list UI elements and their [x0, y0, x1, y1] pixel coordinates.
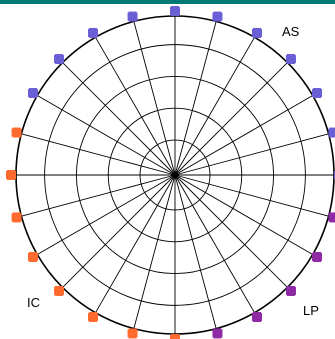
dial-grid	[15, 15, 335, 335]
dial-spoke	[174, 174, 288, 288]
dial-spoke	[174, 174, 313, 255]
dial-ring	[44, 44, 306, 306]
dial-spoke	[174, 133, 329, 176]
marker-ic	[27, 252, 38, 262]
marker-as	[285, 54, 296, 65]
dial-spoke	[174, 174, 217, 329]
dial-spoke	[21, 174, 176, 217]
marker-lp	[212, 328, 223, 339]
dial-ring	[75, 75, 275, 275]
dial-spoke	[95, 37, 176, 176]
label-ic: IC	[27, 295, 40, 310]
marker-ic	[11, 127, 22, 138]
top-accent-bar	[0, 0, 335, 4]
marker-as	[54, 54, 65, 65]
dial-spoke	[174, 95, 313, 176]
dial-spoke	[37, 174, 176, 255]
dial-ring	[139, 139, 211, 211]
marker-as	[27, 88, 38, 98]
dial-spoke	[174, 21, 217, 176]
dial-spoke	[62, 62, 176, 176]
marker-as	[328, 127, 335, 138]
dial-ring	[107, 107, 243, 243]
dial-spoke	[133, 174, 176, 329]
label-as: AS	[282, 24, 300, 39]
dial-spoke	[95, 174, 176, 313]
marker-lp	[312, 252, 323, 262]
dial-spoke	[37, 95, 176, 176]
marker-ic	[54, 285, 65, 296]
marker-lp	[285, 285, 296, 296]
marker-as	[127, 11, 138, 22]
dial-spoke	[174, 174, 329, 217]
marker-as	[88, 27, 98, 38]
label-lp: LP	[303, 303, 319, 318]
marker-ic	[6, 170, 16, 180]
marker-as	[312, 88, 323, 98]
marker-as	[252, 27, 262, 38]
dial-spoke	[174, 62, 288, 176]
dial-spoke	[133, 21, 176, 176]
marker-lp	[252, 312, 262, 323]
marker-ic	[127, 328, 138, 339]
dial-markers	[6, 6, 335, 339]
marker-ic	[170, 334, 180, 339]
marker-as	[212, 11, 223, 22]
marker-ic	[11, 212, 22, 223]
dial-spoke	[174, 37, 255, 176]
marker-as	[170, 6, 180, 16]
dial-spoke	[174, 174, 255, 313]
dial-spoke	[62, 174, 176, 288]
marker-lp	[328, 212, 335, 223]
marker-ic	[88, 312, 98, 323]
dial-spoke	[21, 133, 176, 176]
